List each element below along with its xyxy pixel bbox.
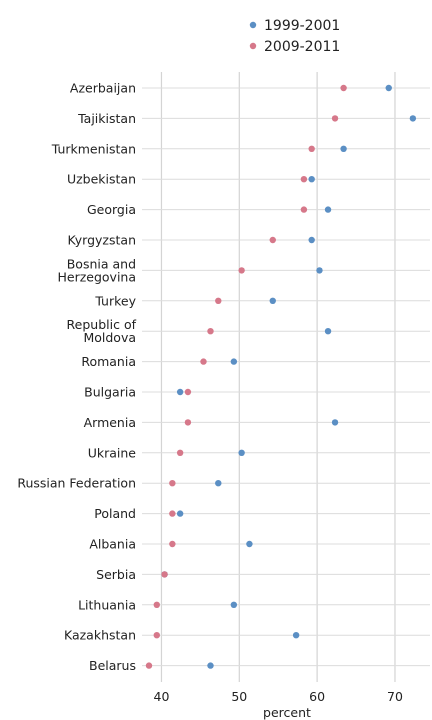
point-2009-2011-azerbaijan [340,84,347,92]
category-label-tajikistan: Tajikistan [77,111,136,126]
point-1999-2001-ukraine [238,449,245,456]
point-2009-2011-albania [169,540,176,548]
category-label-ukraine: Ukraine [88,445,137,460]
category-label-turkmenistan: Turkmenistan [51,141,136,156]
point-1999-2001-romania [230,358,238,365]
x-tick-label-50: 50 [231,689,247,704]
category-label-azerbaijan: Azerbaijan [70,81,136,96]
legend-label-2009-2011: 2009-2011 [264,39,340,55]
category-label-kyrgyzstan: Kyrgyzstan [68,233,137,248]
point-1999-2001-bosnia-and-herzegovina [316,267,323,274]
point-2009-2011-georgia [300,206,308,213]
point-1999-2001-lithuania [230,601,238,608]
category-label-lithuania: Lithuania [78,597,136,612]
point-2009-2011-bulgaria [184,388,192,396]
category-label-belarus: Belarus [89,658,136,673]
point-1999-2001-bulgaria [176,388,184,396]
category-label-republic-of-moldova: Republic of Moldova [67,317,137,345]
point-2009-2011-republic-of-moldova [207,328,214,335]
point-1999-2001-kazakhstan [292,632,300,639]
point-1999-2001-republic-of-moldova [324,328,332,335]
point-1999-2001-albania [246,540,253,548]
point-1999-2001-poland [176,510,184,517]
category-label-kazakhstan: Kazakhstan [64,628,136,643]
point-1999-2001-tajikistan [409,115,417,122]
legend: 1999-2001 2009-2011 [249,18,340,55]
x-axis-ticks: 40 50 60 70 [154,689,403,704]
category-label-bosnia-and-herzegovina: Bosnia and Herzegovina [57,256,136,284]
point-1999-2001-armenia [331,419,339,426]
category-label-georgia: Georgia [87,202,136,217]
category-label-bulgaria: Bulgaria [84,385,136,400]
gridlines [142,72,430,682]
point-2009-2011-belarus [145,662,153,669]
legend-marker-2009-2011 [249,42,257,50]
x-axis-title: percent [263,705,311,720]
category-label-poland: Poland [94,506,136,521]
point-1999-2001-georgia [324,206,332,213]
category-label-serbia: Serbia [96,567,136,582]
category-label-albania: Albania [89,537,136,552]
point-1999-2001-uzbekistan [308,176,315,183]
point-2009-2011-armenia [184,419,192,426]
point-2009-2011-kyrgyzstan [269,236,276,244]
category-label-romania: Romania [81,354,136,369]
point-1999-2001-turkey [269,297,276,304]
category-label-turkey: Turkey [94,293,136,308]
legend-label-1999-2001: 1999-2001 [264,18,340,34]
point-2009-2011-turkey [215,297,222,304]
point-2009-2011-tajikistan [331,115,339,122]
x-tick-label-70: 70 [387,689,403,704]
category-label-uzbekistan: Uzbekistan [67,172,136,187]
category-labels: Azerbaijan Tajikistan Turkmenistan Uzbekist… [17,81,136,674]
point-2009-2011-turkmenistan [308,145,315,152]
point-2009-2011-uzbekistan [300,176,308,183]
point-1999-2001-turkmenistan [340,145,347,152]
point-1999-2001-belarus [207,662,214,669]
x-tick-label-60: 60 [309,689,325,704]
point-2009-2011-bosnia-and-herzegovina [238,267,245,274]
category-label-russian-federation: Russian Federation [17,476,136,491]
point-2009-2011-russian-federation [169,480,176,487]
point-2009-2011-romania [200,358,207,365]
data-points [145,84,417,669]
point-2009-2011-poland [169,510,176,517]
x-tick-label-40: 40 [154,689,170,704]
point-2009-2011-lithuania [153,601,160,608]
category-label-armenia: Armenia [84,415,136,430]
legend-marker-1999-2001 [249,21,257,29]
point-2009-2011-serbia [161,571,168,578]
point-2009-2011-ukraine [176,449,184,456]
point-1999-2001-kyrgyzstan [308,236,315,244]
point-1999-2001-azerbaijan [385,84,392,92]
point-1999-2001-russian-federation [215,480,222,487]
point-2009-2011-kazakhstan [153,632,160,639]
